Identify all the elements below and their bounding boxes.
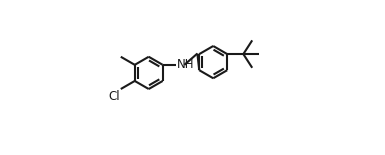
Text: NH: NH [177, 58, 194, 71]
Text: Cl: Cl [109, 90, 121, 103]
